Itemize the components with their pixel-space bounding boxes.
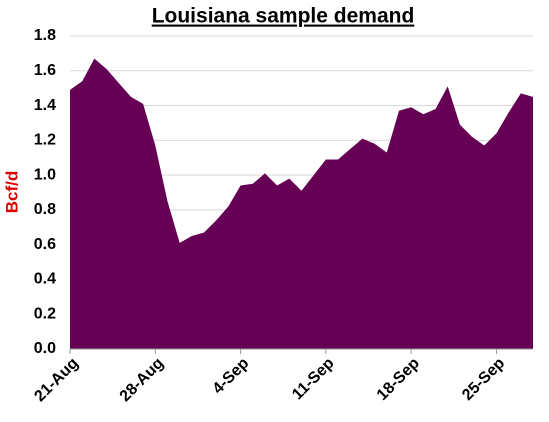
y-tick-label: 0.2 xyxy=(34,305,56,322)
y-tick-label: 1.8 xyxy=(34,27,56,44)
y-tick-label: 1.4 xyxy=(34,97,56,114)
y-tick-label: 1.2 xyxy=(34,132,56,149)
y-tick-label: 1.6 xyxy=(34,62,56,79)
y-axis-label: Bcf/d xyxy=(2,171,21,214)
x-tick-label: 18-Sep xyxy=(374,355,423,404)
area xyxy=(70,58,533,349)
x-tick-label: 28-Aug xyxy=(117,355,167,405)
x-tick-label: 11-Sep xyxy=(289,355,338,404)
x-tick-label: 21-Aug xyxy=(31,355,81,405)
x-tick-label: 25-Sep xyxy=(459,355,508,404)
y-tick-label: 0.6 xyxy=(34,236,56,253)
x-tick-label: 4-Sep xyxy=(210,355,253,398)
y-tick-label: 0.8 xyxy=(34,201,56,218)
y-tick-label: 0.4 xyxy=(34,271,56,288)
y-tick-label: 0.0 xyxy=(34,340,56,357)
chart-title: Louisiana sample demand xyxy=(152,5,415,28)
y-tick-label: 1.0 xyxy=(34,166,56,183)
